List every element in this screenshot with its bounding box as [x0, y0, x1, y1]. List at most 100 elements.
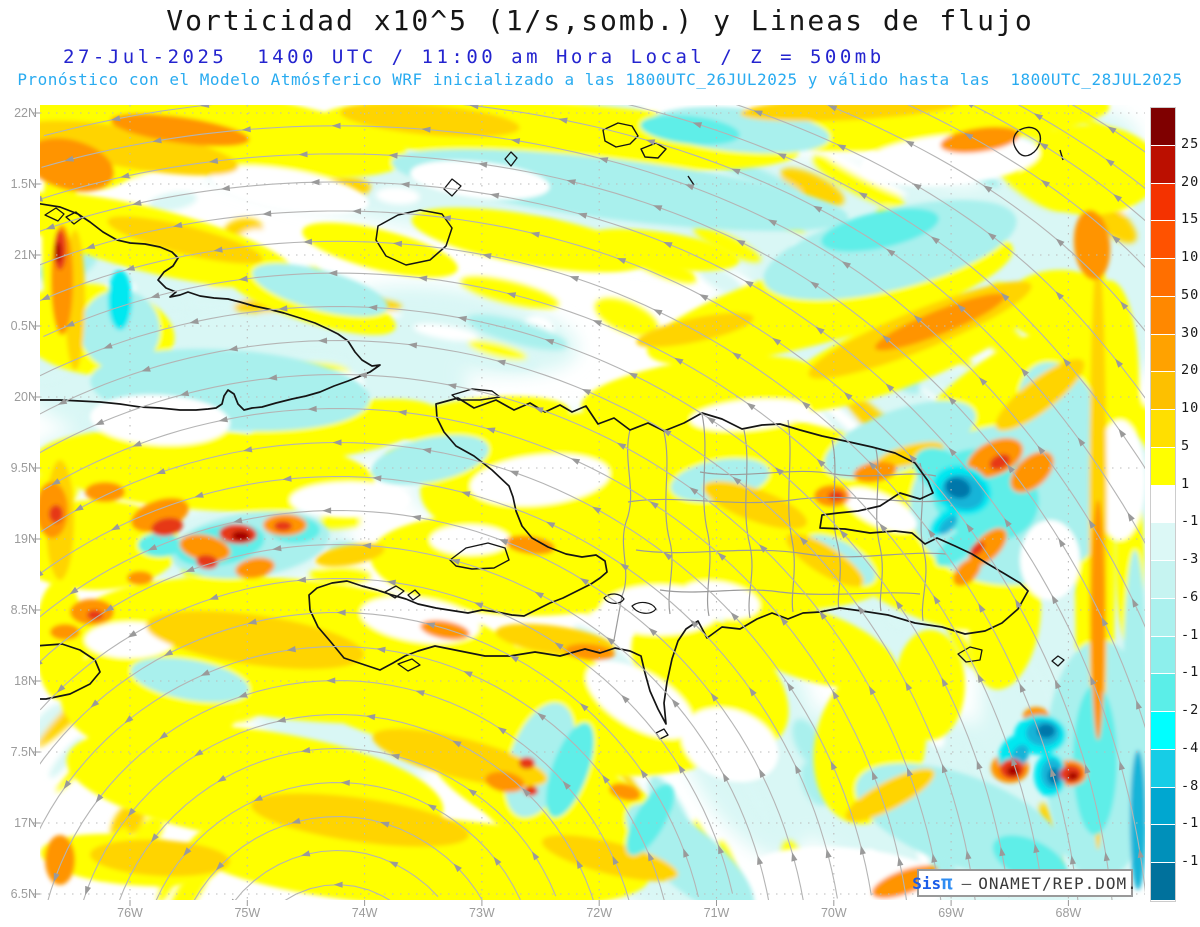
- colorbar-label: 5: [1181, 437, 1191, 454]
- island-small-cay: [443, 178, 462, 197]
- colorbar-swatch: [1151, 183, 1175, 222]
- colorbar-label: 250: [1181, 135, 1200, 152]
- colorbar-label: -120: [1181, 815, 1200, 832]
- lat-label: 21N: [14, 248, 37, 262]
- province-boundaries: [613, 413, 951, 641]
- colorbar-label: 50: [1181, 286, 1200, 303]
- flow-arrows: [40, 105, 1144, 900]
- colorbar-label: 200: [1181, 173, 1200, 190]
- lat-label: 1.5N: [10, 177, 37, 191]
- colorbar-swatch: [1151, 145, 1175, 184]
- lon-label: 76W: [117, 906, 143, 920]
- lake-enriquillo: [603, 593, 657, 614]
- colorbar-swatch: [1151, 749, 1175, 788]
- lat-label: 17N: [14, 816, 37, 830]
- shading-layer: [40, 105, 1145, 900]
- island-great-inagua: [375, 209, 453, 266]
- province-line: [659, 589, 921, 595]
- lon-label: 69W: [938, 906, 964, 920]
- vorticity-colorbar: [1150, 107, 1176, 902]
- colorbar-swatch: [1151, 863, 1175, 901]
- pi-icon: π: [941, 872, 953, 894]
- lat-label: 6.5N: [10, 887, 37, 901]
- lat-label: 18N: [14, 674, 37, 688]
- colorbar-swatch: [1151, 636, 1175, 675]
- colorbar-swatch: [1151, 108, 1175, 146]
- island-little-inagua: [504, 151, 518, 167]
- colorbar-swatch: [1151, 334, 1175, 373]
- island-northeast-hook: [1012, 126, 1064, 161]
- province-line: [699, 470, 937, 477]
- colorbar-label: -26: [1181, 702, 1200, 719]
- border-haiti-dr: [613, 429, 632, 641]
- colorbar-swatch: [1151, 296, 1175, 335]
- province-line: [743, 429, 753, 619]
- colorbar-swatch: [1151, 598, 1175, 637]
- lon-label: 73W: [469, 906, 495, 920]
- colorbar-swatch: [1151, 674, 1175, 712]
- colorbar-swatch: [1151, 372, 1175, 410]
- subtitle-model: Pronóstico con el Modelo Atmósferico WRF…: [17, 70, 1183, 89]
- province-line: [919, 462, 927, 622]
- subtitle-datetime: 27-Jul-2025 1400 UTC / 11:00 am Hora Loc…: [63, 46, 885, 68]
- province-line: [635, 549, 947, 558]
- axis-ticks: [33, 112, 1069, 906]
- lon-label: 71W: [703, 906, 730, 920]
- lat-label: 7.5N: [10, 745, 37, 759]
- lon-label: 74W: [351, 906, 378, 920]
- island-gonave: [449, 542, 510, 570]
- watermark-box: Sis π – ONAMET/REP.DOM.: [912, 869, 1137, 897]
- lat-label: 20N: [14, 390, 37, 404]
- coast-hispaniola: [308, 397, 1029, 725]
- island-cayemites: [384, 585, 421, 601]
- colorbar-swatch: [1151, 787, 1175, 826]
- colorbar-swatch: [1151, 825, 1175, 863]
- island-mona: [1051, 655, 1065, 667]
- lon-label: 70W: [820, 906, 847, 920]
- watermark-separator: –: [961, 873, 972, 893]
- lon-label: 75W: [234, 906, 261, 920]
- page-title: Vorticidad x10^5 (1/s,somb.) y Lineas de…: [166, 4, 1034, 37]
- colorbar-label: 150: [1181, 211, 1200, 228]
- colorbar-label: -160: [1181, 853, 1200, 870]
- colorbar-swatch: [1151, 523, 1175, 561]
- colorbar-label: -18: [1181, 664, 1200, 681]
- lat-label: 0.5N: [10, 319, 37, 333]
- colorbar-label: -1: [1181, 513, 1200, 530]
- colorbar-swatch: [1151, 221, 1175, 259]
- lat-label: 22N: [14, 106, 37, 120]
- watermark-brand: Sis: [912, 873, 942, 893]
- lon-label: 68W: [1055, 906, 1082, 920]
- province-line: [831, 439, 841, 610]
- colorbar-swatch: [1151, 485, 1175, 524]
- coast-cuba: [40, 202, 381, 411]
- latlon-gridlines: [40, 105, 1145, 900]
- colorbar-label: -80: [1181, 777, 1200, 794]
- lon-label: 72W: [586, 906, 613, 920]
- colorbar-label: 20: [1181, 362, 1200, 379]
- colorbar-label: 1: [1181, 475, 1191, 492]
- colorbar-swatch: [1151, 447, 1175, 486]
- colorbar-swatch: [1151, 712, 1175, 750]
- colorbar-label: -3: [1181, 551, 1200, 568]
- colorbar-label: 30: [1181, 324, 1200, 341]
- colorbar-label: 100: [1181, 249, 1200, 266]
- colorbar-label: -6: [1181, 588, 1200, 605]
- colorbar-label: -42: [1181, 739, 1200, 756]
- lat-label: 9.5N: [10, 461, 37, 475]
- island-saona: [957, 646, 983, 663]
- watermark-org: ONAMET/REP.DOM.: [978, 873, 1138, 893]
- colorbar-label: -12: [1181, 626, 1200, 643]
- island-ile-a-vache: [397, 658, 421, 672]
- streamline-layer: [40, 105, 1145, 900]
- coast-jamaica: [40, 643, 101, 700]
- lat-label: 19N: [14, 532, 37, 546]
- province-line: [787, 419, 795, 613]
- coastlines: [40, 122, 1065, 740]
- colorbar-label: 10: [1181, 400, 1200, 417]
- lat-label: 8.5N: [10, 603, 37, 617]
- colorbar-swatch: [1151, 561, 1175, 599]
- colorbar-swatch: [1151, 259, 1175, 297]
